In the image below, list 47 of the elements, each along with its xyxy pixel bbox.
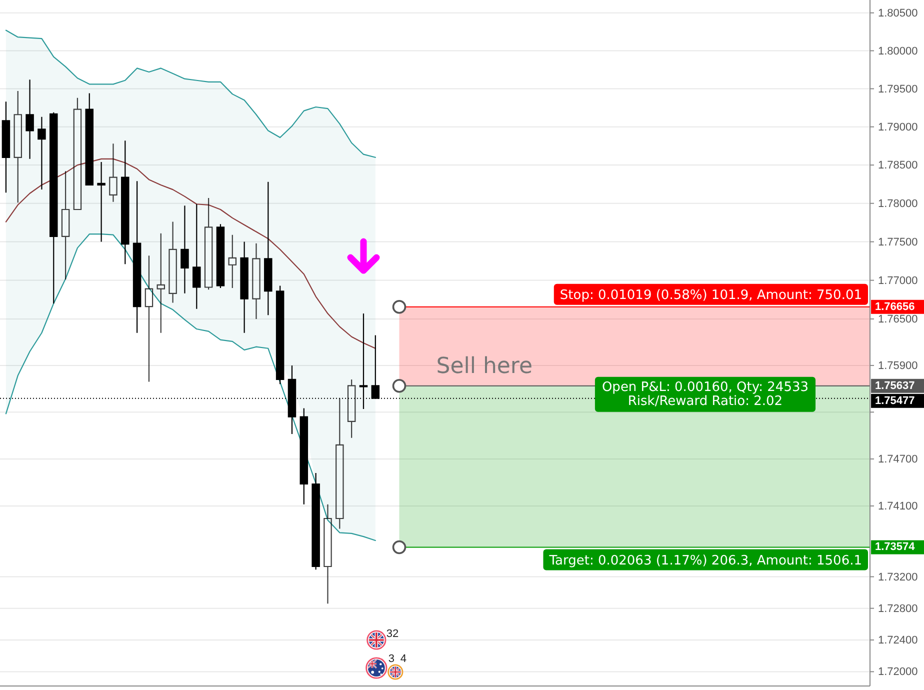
candlestick	[192, 204, 201, 310]
band-label: Stop: 0.01019 (0.58%) 101.9, Amount: 750.01	[560, 288, 862, 303]
candlestick	[359, 312, 368, 410]
candlestick	[97, 161, 106, 242]
candlestick	[132, 180, 142, 334]
annotation: Open P&L: 0.00160, Qty: 24533 Risk/Reward Ratio: 2.02	[602, 380, 809, 409]
candlestick	[312, 472, 320, 570]
line-series	[5, 30, 376, 158]
candlestick	[2, 101, 10, 194]
y-tick-label: 1.72000	[878, 666, 918, 678]
ref-line-label: 1.75477	[875, 394, 915, 407]
y-tick-label: 1.74100	[878, 500, 918, 512]
band-label: Target: 0.02063 (1.17%) 206.3, Amount: 1506.1	[548, 553, 862, 568]
annotation: 4	[400, 652, 407, 665]
candlestick	[180, 205, 189, 294]
candlestick	[121, 140, 130, 265]
y-tick-label: 1.74700	[878, 453, 918, 466]
annotation: 3	[388, 652, 395, 665]
candlestick	[26, 79, 34, 160]
y-tick-label: 1.72800	[878, 602, 918, 615]
annotation: Sell here	[436, 354, 533, 379]
y-tick-label: 1.72400	[878, 634, 918, 646]
candlestick	[264, 181, 272, 316]
y-tick-label: 1.78500	[878, 160, 918, 172]
candlestick	[85, 92, 94, 186]
candlestick	[38, 116, 46, 190]
ref-line-label: 1.75637	[875, 380, 915, 392]
y-tick-label: 1.80000	[878, 45, 918, 58]
y-tick-label: 1.80500	[878, 7, 918, 20]
y-tick-label: 1.73200	[878, 571, 918, 584]
y-tick-label: 1.76500	[878, 313, 918, 326]
y-tick-label: 1.78000	[878, 198, 918, 210]
line-series	[5, 158, 376, 349]
y-tick-label: 1.77000	[878, 274, 918, 287]
candlestick	[216, 224, 225, 289]
candlestick	[240, 241, 248, 334]
ref-line-label: 1.73574	[875, 541, 916, 554]
annotation: 32	[386, 628, 399, 640]
y-tick-label: 1.75900	[878, 360, 918, 372]
candlestick	[300, 408, 308, 505]
y-tick-label: 1.79000	[878, 121, 918, 134]
y-tick-label: 1.79500	[878, 83, 918, 96]
candlestick	[276, 285, 284, 385]
line-series	[5, 234, 376, 542]
y-tick-label: 1.77500	[878, 236, 918, 248]
ref-line-label: 1.76656	[875, 300, 915, 313]
candlestick	[50, 112, 58, 304]
